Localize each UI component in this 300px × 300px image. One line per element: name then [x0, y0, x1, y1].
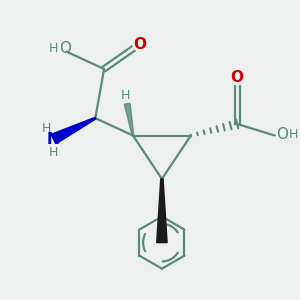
Text: O: O	[59, 41, 71, 56]
Polygon shape	[124, 103, 134, 136]
Text: H: H	[49, 146, 58, 159]
Text: O: O	[133, 37, 146, 52]
Polygon shape	[52, 117, 96, 143]
Text: O: O	[231, 70, 244, 85]
Text: H: H	[42, 122, 51, 135]
Text: N: N	[47, 132, 60, 147]
Text: H: H	[289, 128, 298, 141]
Text: H: H	[49, 42, 58, 55]
Polygon shape	[157, 179, 167, 243]
Text: H: H	[121, 88, 130, 101]
Text: O: O	[276, 127, 288, 142]
